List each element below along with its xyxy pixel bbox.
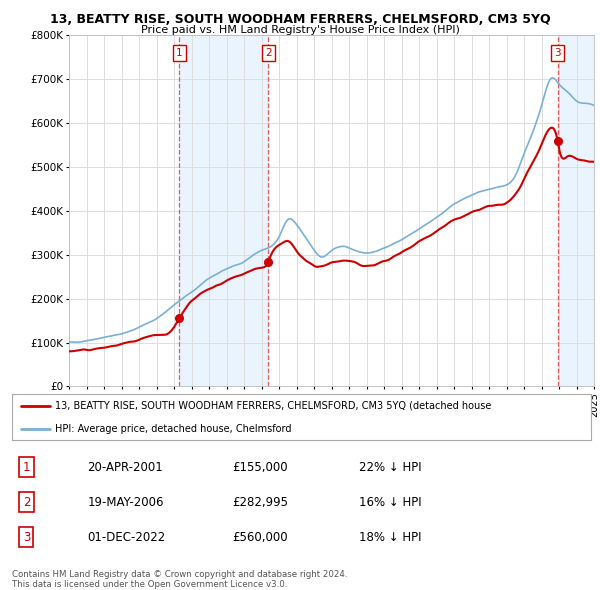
Text: 1: 1 bbox=[23, 461, 30, 474]
Text: £560,000: £560,000 bbox=[232, 530, 287, 543]
Text: 16% ↓ HPI: 16% ↓ HPI bbox=[359, 496, 422, 509]
Text: 3: 3 bbox=[23, 530, 30, 543]
Text: 3: 3 bbox=[554, 48, 561, 58]
Text: £155,000: £155,000 bbox=[232, 461, 287, 474]
Bar bbox=[557, 35, 594, 386]
Text: 13, BEATTY RISE, SOUTH WOODHAM FERRERS, CHELMSFORD, CM3 5YQ: 13, BEATTY RISE, SOUTH WOODHAM FERRERS, … bbox=[50, 13, 550, 26]
Text: 2: 2 bbox=[265, 48, 271, 58]
Text: 19-MAY-2006: 19-MAY-2006 bbox=[87, 496, 164, 509]
Text: 13, BEATTY RISE, SOUTH WOODHAM FERRERS, CHELMSFORD, CM3 5YQ (detached house: 13, BEATTY RISE, SOUTH WOODHAM FERRERS, … bbox=[55, 401, 492, 411]
Text: Contains HM Land Registry data © Crown copyright and database right 2024.
This d: Contains HM Land Registry data © Crown c… bbox=[12, 570, 347, 589]
Bar bbox=[179, 35, 268, 386]
Text: £282,995: £282,995 bbox=[232, 496, 288, 509]
Text: 01-DEC-2022: 01-DEC-2022 bbox=[87, 530, 166, 543]
Text: HPI: Average price, detached house, Chelmsford: HPI: Average price, detached house, Chel… bbox=[55, 424, 292, 434]
Text: 22% ↓ HPI: 22% ↓ HPI bbox=[359, 461, 422, 474]
Text: 20-APR-2001: 20-APR-2001 bbox=[87, 461, 163, 474]
Text: 1: 1 bbox=[176, 48, 182, 58]
Text: 2: 2 bbox=[23, 496, 30, 509]
Text: 18% ↓ HPI: 18% ↓ HPI bbox=[359, 530, 422, 543]
Text: Price paid vs. HM Land Registry's House Price Index (HPI): Price paid vs. HM Land Registry's House … bbox=[140, 25, 460, 35]
